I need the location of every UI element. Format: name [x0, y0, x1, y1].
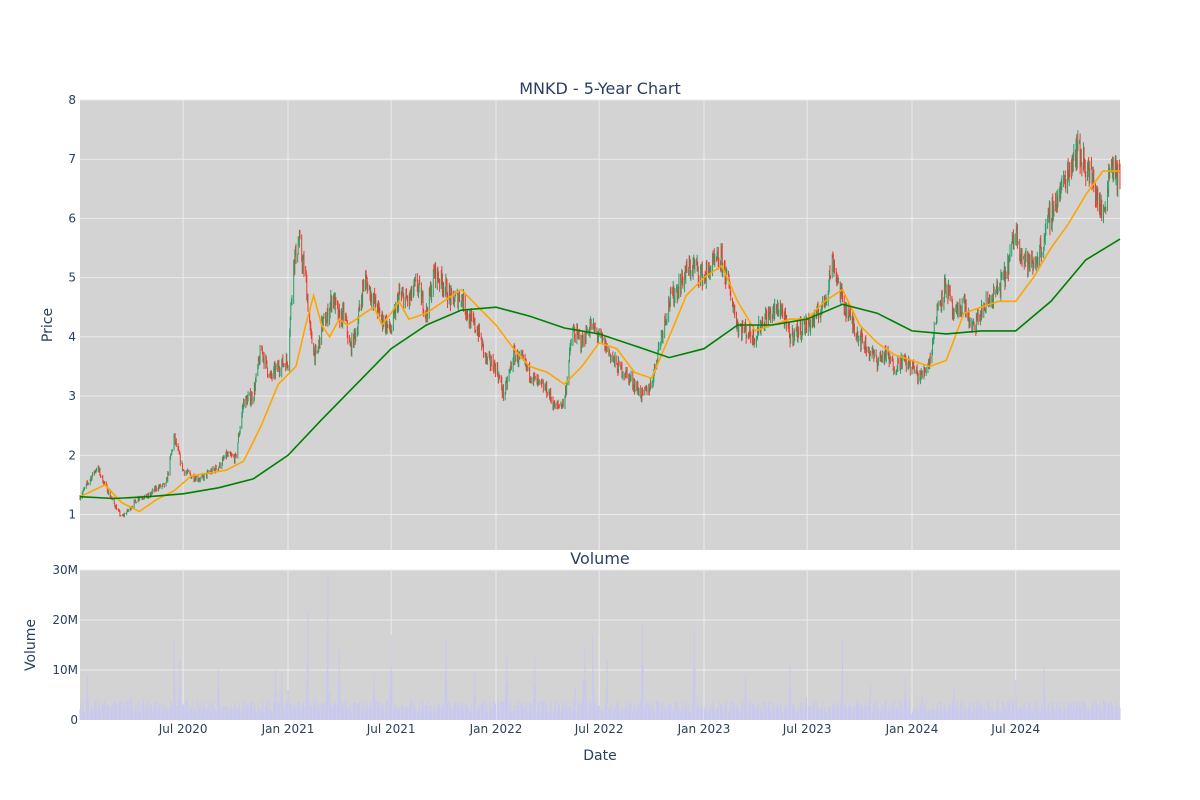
volume-tick-label: 0	[70, 713, 78, 727]
x-tick-label: Jan 2023	[677, 722, 731, 736]
volume-chart-title: Volume	[570, 549, 630, 568]
price-tick-label: 4	[68, 330, 76, 344]
price-plot-area	[80, 100, 1120, 550]
volume-tick-label: 30M	[52, 563, 78, 577]
price-plot-background	[80, 100, 1120, 550]
x-tick-label: Jan 2022	[469, 722, 523, 736]
volume-plot-background	[80, 570, 1120, 720]
x-tick-label: Jul 2023	[782, 722, 832, 736]
x-axis-label: Date	[583, 748, 616, 764]
grid	[80, 99, 1120, 720]
x-tick-label: Jul 2024	[990, 722, 1040, 736]
moving-averages	[79, 170, 1121, 513]
volume-bars	[79, 572, 1121, 720]
x-tick-label: Jul 2020	[158, 722, 208, 736]
long-moving-average-line	[79, 238, 1121, 500]
short-moving-average-line	[79, 170, 1120, 513]
volume-plot-area	[80, 570, 1120, 720]
volume-tick-label: 10M	[52, 663, 78, 677]
x-tick-label: Jan 2024	[885, 722, 939, 736]
candles	[79, 130, 1121, 518]
price-tick-label: 5	[68, 271, 76, 285]
x-tick-label: Jan 2021	[261, 722, 315, 736]
x-tick-label: Jul 2021	[366, 722, 416, 736]
volume-axis-label: Volume	[23, 619, 39, 671]
price-tick-label: 8	[68, 93, 76, 107]
price-axis-label: Price	[40, 308, 56, 342]
tick-labels: 1 2 3 4 5 6 7 8 0 10M 20M 30M Jul 2020 Jan 2021 Jul 20…	[52, 93, 1040, 736]
price-tick-label: 6	[68, 211, 76, 225]
x-tick-label: Jul 2022	[574, 722, 624, 736]
price-tick-label: 7	[68, 152, 76, 166]
price-tick-label: 2	[68, 448, 76, 462]
volume-tick-label: 20M	[52, 613, 78, 627]
price-tick-label: 1	[68, 507, 76, 521]
price-tick-label: 3	[68, 389, 76, 403]
price-chart-title: MNKD - 5-Year Chart	[519, 79, 681, 98]
